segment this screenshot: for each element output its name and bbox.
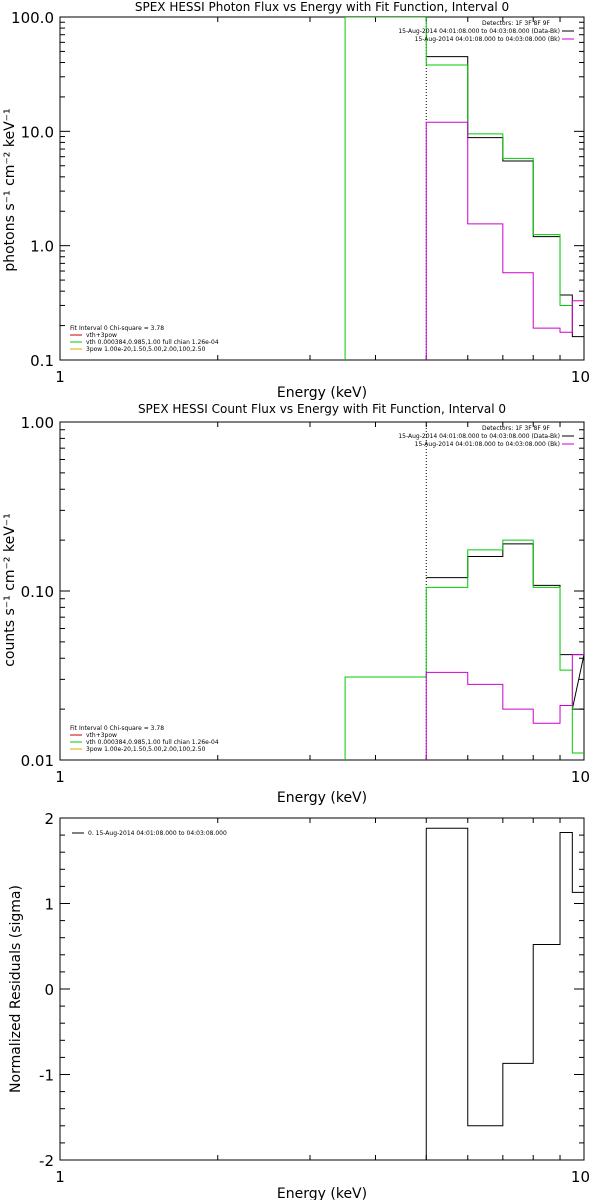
chart-title: SPEX HESSI Photon Flux vs Energy with Fi… bbox=[135, 0, 509, 14]
y-tick-label: 1.00 bbox=[21, 414, 54, 432]
legend-bottom-header: Fit Interval 0 Chi-square = 3.78 bbox=[70, 325, 164, 332]
x-axis-label: Energy (keV) bbox=[277, 385, 367, 401]
legend-bottom-label: vth+3pow bbox=[86, 332, 117, 339]
y-tick-label: 0.10 bbox=[21, 583, 54, 601]
chart-panel-2: SPEX HESSI Count Flux vs Energy with Fit… bbox=[2, 402, 590, 806]
y-tick-label: 100.0 bbox=[11, 9, 54, 27]
legend-top-label: 0. 15-Aug-2014 04:01:08.000 to 04:03:08.… bbox=[88, 830, 227, 837]
chart-title: SPEX HESSI Count Flux vs Energy with Fit… bbox=[138, 402, 506, 416]
legend-bottom-label: 3pow 1.00e-20,1.50,5.00,2.00,100,2.50 bbox=[86, 746, 206, 753]
plot-frame bbox=[59, 817, 585, 1161]
y-tick-label: 0.1 bbox=[30, 352, 54, 370]
y-axis-label: Normalized Residuals (sigma) bbox=[8, 885, 24, 1093]
data-series-1 bbox=[425, 827, 584, 1160]
y-tick-label: 10.0 bbox=[21, 123, 54, 141]
x-axis-label: Energy (keV) bbox=[277, 1186, 367, 1200]
legend-top-header: Detectors: 1F 3F 8F 9F bbox=[482, 20, 551, 27]
x-tick-label: 1 bbox=[55, 768, 65, 786]
y-tick-label: 2 bbox=[44, 810, 54, 828]
x-axis-label: Energy (keV) bbox=[277, 790, 367, 806]
x-tick-label: 10 bbox=[571, 768, 590, 786]
y-axis-label: photons s⁻¹ cm⁻² keV⁻¹ bbox=[2, 108, 18, 271]
legend-top-label: 15-Aug-2014 04:01:08.000 to 04:03:08.000… bbox=[398, 28, 560, 35]
legend-top-label: 15-Aug-2014 04:01:08.000 to 04:03:08.000… bbox=[415, 441, 560, 448]
x-tick-label: 1 bbox=[55, 1168, 65, 1186]
chart-panel-3: 1 10 -2 -1 0 1 2 Energy (keV) Normalized Residua… bbox=[8, 810, 590, 1200]
legend-top-label: 15-Aug-2014 04:01:08.000 to 04:03:08.000… bbox=[398, 433, 560, 440]
y-tick-label: -2 bbox=[39, 1152, 54, 1170]
y-tick-label: 0.01 bbox=[21, 752, 54, 770]
plot-data bbox=[344, 422, 584, 760]
legend-bottom-label: 3pow 1.00e-20,1.50,5.00,2.00,100,2.50 bbox=[86, 346, 206, 353]
y-axis-label: counts s⁻¹ cm⁻² keV⁻¹ bbox=[2, 513, 18, 667]
plot-data bbox=[344, 17, 584, 360]
y-tick-label: 1 bbox=[44, 896, 54, 914]
data-series-2 bbox=[344, 17, 573, 360]
y-tick-label: 1.0 bbox=[30, 238, 54, 256]
data-series-3 bbox=[425, 654, 584, 760]
y-tick-label: 0 bbox=[44, 981, 54, 999]
x-tick-label: 10 bbox=[571, 1168, 590, 1186]
legend-bottom-label: vth+3pow bbox=[86, 732, 117, 739]
legend-bottom-header: Fit Interval 0 Chi-square = 3.78 bbox=[70, 725, 164, 732]
chart-panel-1: SPEX HESSI Photon Flux vs Energy with Fi… bbox=[2, 0, 590, 401]
y-tick-label: -1 bbox=[39, 1067, 54, 1085]
data-series-3 bbox=[425, 121, 584, 360]
x-tick-label: 1 bbox=[55, 368, 65, 386]
legend-bottom-label: vth 0.000384,0.985,1.00 full chian 1.26e… bbox=[86, 339, 219, 346]
legend-top-header: Detectors: 1F 3F 8F 9F bbox=[482, 425, 551, 432]
legend-bottom-label: vth 0.000384,0.985,1.00 full chian 1.26e… bbox=[86, 739, 219, 746]
plot-data bbox=[425, 827, 584, 1160]
plot-frame bbox=[59, 16, 585, 361]
x-tick-label: 10 bbox=[571, 368, 590, 386]
legend-top-label: 15-Aug-2014 04:01:08.000 to 04:03:08.000… bbox=[415, 36, 560, 43]
data-series-2 bbox=[344, 539, 584, 760]
